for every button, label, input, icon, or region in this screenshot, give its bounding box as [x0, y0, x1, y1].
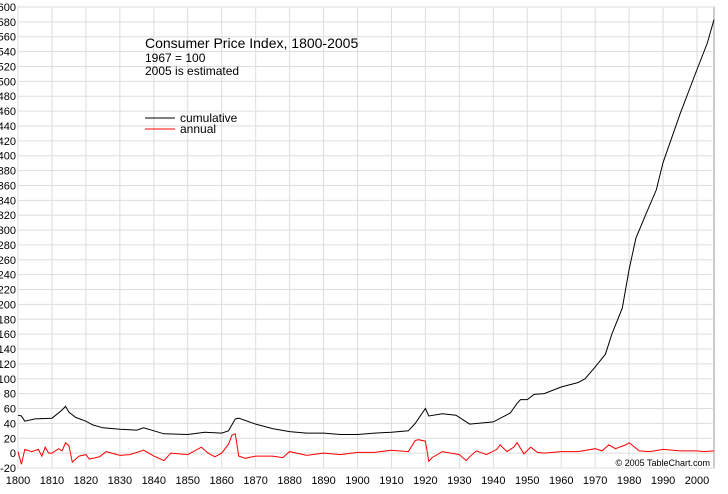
y-tick-label: 360 [0, 180, 16, 192]
x-tick-label: 1860 [209, 475, 233, 487]
y-tick-label: 60 [4, 404, 16, 416]
legend-label: annual [180, 122, 216, 136]
y-tick-label: 340 [0, 195, 16, 207]
plot-area [17, 6, 715, 469]
x-tick-label: 1830 [108, 475, 132, 487]
x-tick-label: 1900 [345, 475, 369, 487]
x-tick-label: 1850 [176, 475, 200, 487]
y-tick-label: -20 [0, 463, 16, 475]
y-tick-label: 580 [0, 17, 16, 29]
y-tick-label: 320 [0, 210, 16, 222]
x-tick-label: 1810 [40, 475, 64, 487]
y-tick-label: 400 [0, 151, 16, 163]
x-tick-label: 1990 [651, 475, 675, 487]
y-tick-label: 140 [0, 344, 16, 356]
chart-title: Consumer Price Index, 1800-2005 [145, 35, 358, 51]
y-tick-label: 420 [0, 136, 16, 148]
y-tick-label: 600 [0, 2, 16, 14]
y-tick-label: 100 [0, 374, 16, 386]
line-series [17, 433, 715, 465]
x-tick-label: 1840 [142, 475, 166, 487]
y-tick-label: 0 [10, 448, 16, 460]
x-tick-label: 1920 [413, 475, 437, 487]
y-tick-label: 300 [0, 225, 16, 237]
marks [17, 19, 715, 465]
y-tick-label: 520 [0, 61, 16, 73]
x-tick-label: 1940 [481, 475, 505, 487]
y-tick-label: 460 [0, 106, 16, 118]
x-tick-label: 1960 [549, 475, 573, 487]
subtitle: 1967 = 100 [145, 51, 206, 65]
subtitle: 2005 is estimated [145, 64, 239, 78]
y-tick-label: 440 [0, 121, 16, 133]
y-tick-label: 540 [0, 47, 16, 59]
y-tick-label: 260 [0, 255, 16, 267]
y-tick-label: 40 [4, 418, 16, 430]
y-tick-label: 500 [0, 76, 16, 88]
y-tick-label: 220 [0, 285, 16, 297]
legend-label: cumulative [180, 111, 238, 125]
x-tick-label: 1820 [74, 475, 98, 487]
x-tick-label: 1910 [379, 475, 403, 487]
y-tick-label: 120 [0, 359, 16, 371]
x-tick-label: 1800 [6, 475, 30, 487]
y-tick-label: 160 [0, 329, 16, 341]
copyright: © 2005 TableChart.com [615, 458, 710, 468]
y-tick-label: 80 [4, 389, 16, 401]
y-tick-label: 240 [0, 270, 16, 282]
y-tick-label: 280 [0, 240, 16, 252]
x-tick-label: 1870 [243, 475, 267, 487]
x-tick-label: 1890 [311, 475, 335, 487]
y-tick-label: 20 [4, 433, 16, 445]
line-series [17, 19, 715, 436]
y-tick-label: 200 [0, 299, 16, 311]
y-tick-label: 380 [0, 166, 16, 178]
y-tick-label: 560 [0, 32, 16, 44]
x-tick-label: 1970 [583, 475, 607, 487]
x-tick-label: 1950 [515, 475, 539, 487]
x-tick-label: 1880 [277, 475, 301, 487]
y-tick-label: 180 [0, 314, 16, 326]
x-tick-label: 2000 [685, 475, 709, 487]
grid: -20 0 20 40 60 80 100 120 140 160 180 200 220 240 260 2… [0, 2, 715, 487]
y-tick-label: 480 [0, 91, 16, 103]
x-tick-label: 1980 [617, 475, 641, 487]
x-tick-label: 1930 [447, 475, 471, 487]
